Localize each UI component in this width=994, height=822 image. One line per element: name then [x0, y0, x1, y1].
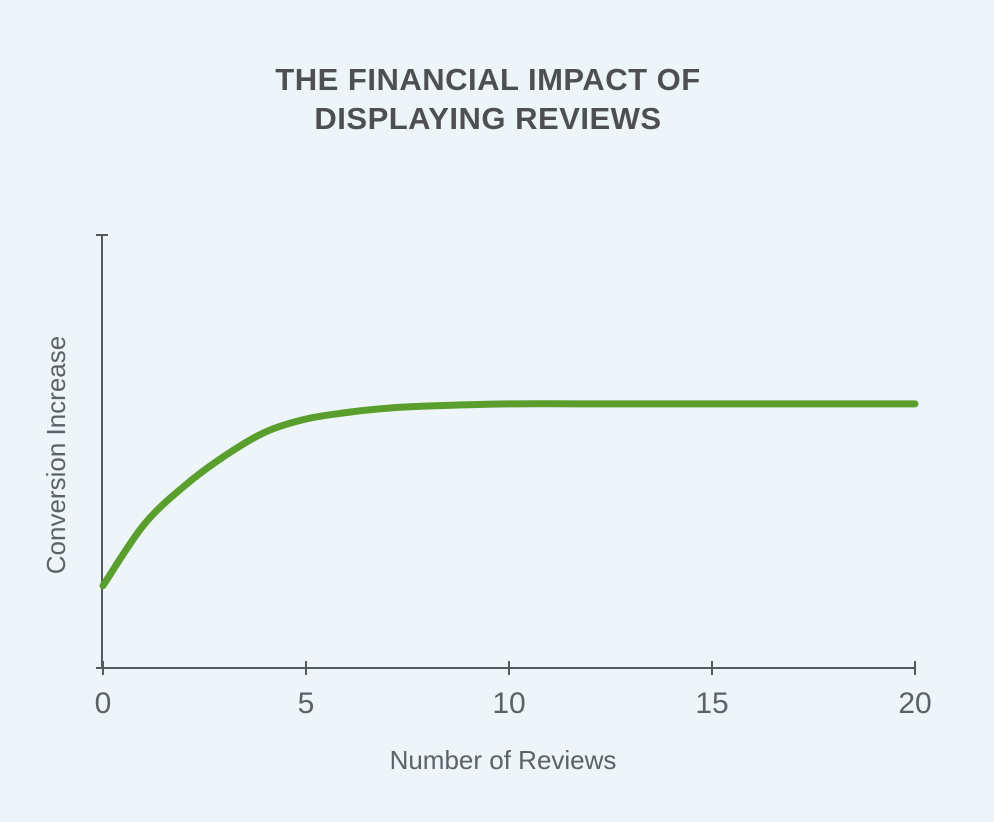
chart-title: THE FINANCIAL IMPACT OF: [275, 62, 700, 97]
x-tick-label: 10: [492, 687, 525, 720]
x-tick-label: 20: [898, 687, 931, 720]
x-axis-label: Number of Reviews: [390, 745, 617, 775]
x-tick-label: 0: [95, 687, 112, 720]
line: [99, 400, 919, 590]
chart-title: DISPLAYING REVIEWS: [314, 101, 661, 136]
y-axis-label: Conversion Increase: [41, 336, 71, 574]
x-tick-label: 5: [298, 687, 315, 720]
x-tick-label: 15: [695, 687, 728, 720]
